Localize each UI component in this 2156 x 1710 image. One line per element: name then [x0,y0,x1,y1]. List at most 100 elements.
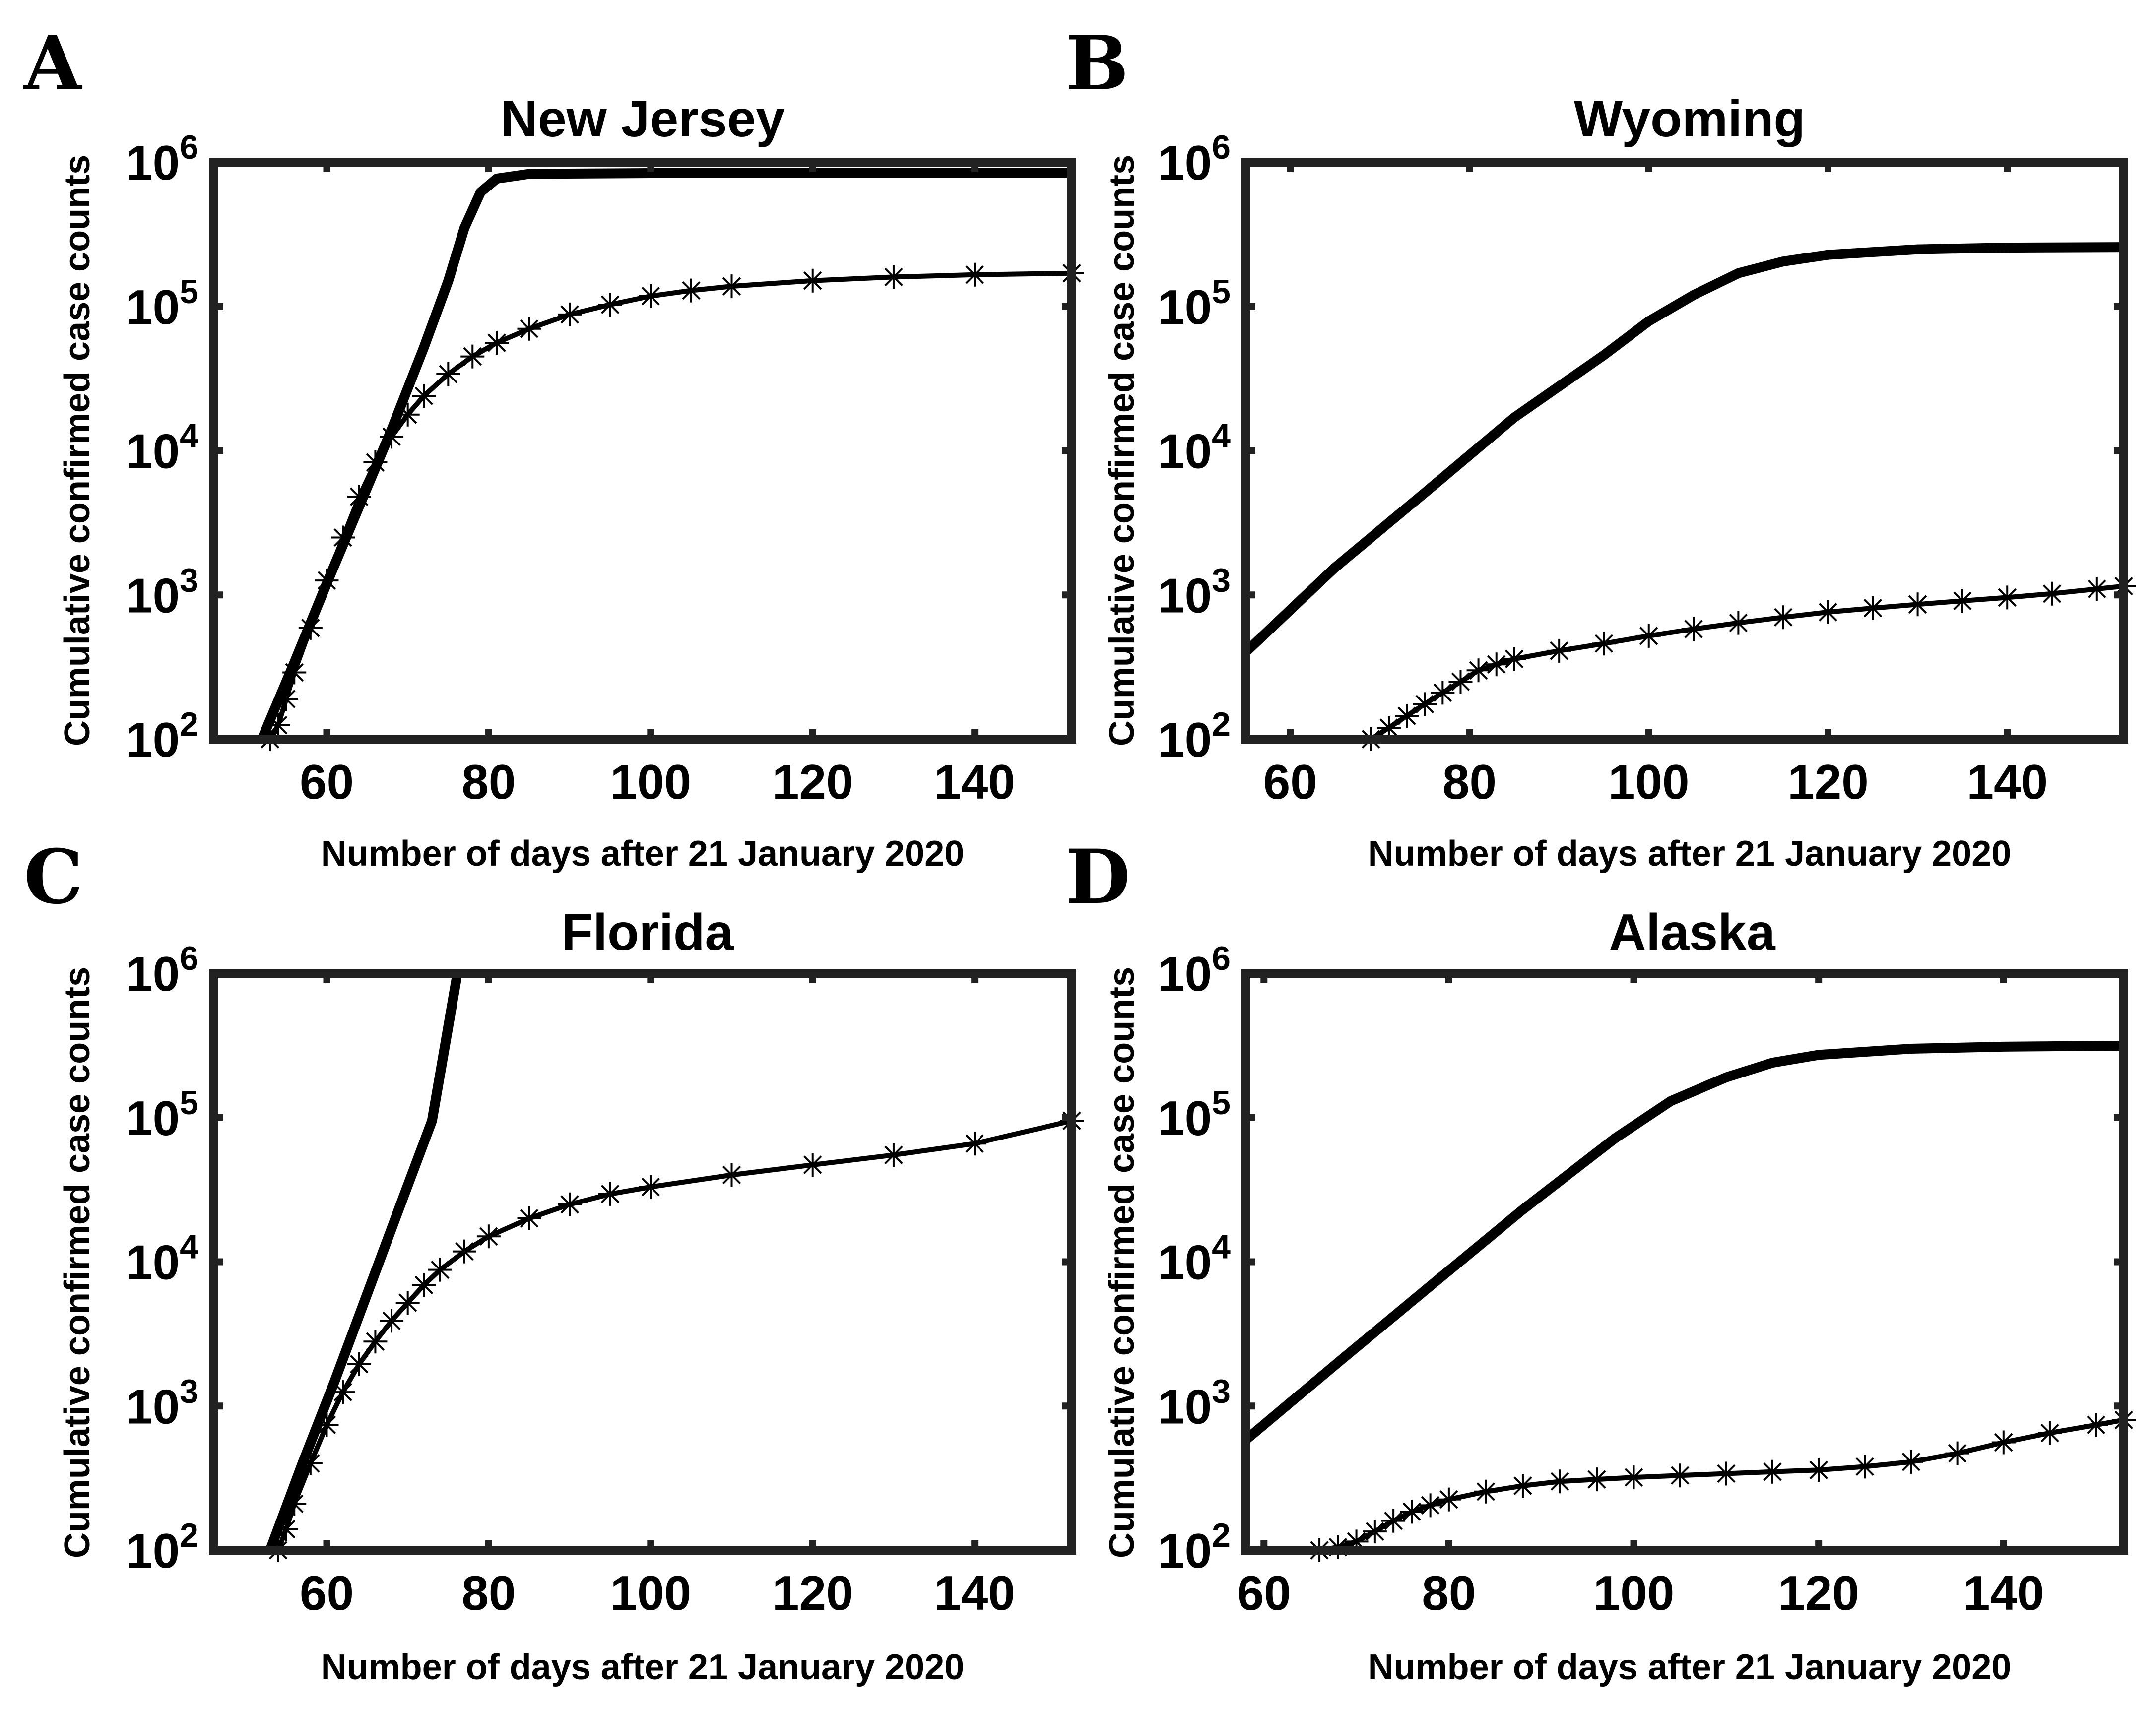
panel-d-observed-point [1381,1509,1406,1533]
panel-c-observed-point [639,1175,663,1199]
panel-c-observed-point [598,1182,622,1206]
panel-c-observed-point [517,1206,541,1230]
panel-a-observed-point [363,450,388,475]
panel-c-ytick-label: 105 [126,1084,198,1145]
panel-a-observed-point [639,284,663,308]
panel-b-observed-point [1682,617,1706,641]
panel-b: B Wyoming Cumulative confirmed case coun… [1066,20,2136,874]
panel-c-xtick-label: 120 [772,1566,853,1620]
panel-c-letter: C [24,833,83,921]
panel-b-xtick-label: 60 [1263,755,1317,809]
panel-d-xlabel: Number of days after 21 January 2020 [1368,1647,2012,1687]
panel-d-observed-point [2037,1421,2062,1445]
panel-c-observed-point [315,1413,339,1437]
panel-c-observed-point [363,1330,388,1354]
panel-b-observed-point [1592,632,1616,656]
panel-a-observed-point [331,525,355,550]
panel-a-xtick-label: 120 [772,755,853,809]
panel-d-observed-point [1899,1450,1923,1474]
panel-d-xtick-label: 140 [1963,1566,2044,1620]
panel-a-letter: A [23,20,83,107]
panel-a-observed-point [266,713,290,737]
panel-b-ytick-label: 105 [1158,273,1231,334]
panel-a-observed-point [315,569,339,593]
panel-c-ytick-label: 106 [126,940,198,1001]
panel-b-xtick-label: 120 [1787,755,1869,809]
panel-b-observed-point [1448,670,1473,694]
panel-b-observed-point [1816,600,1840,624]
panel-d-title: Alaska [1609,904,1776,961]
panel-b-observed-point [1636,624,1661,648]
panel-d-ytick-label: 106 [1158,940,1231,1001]
panel-c-ytick-label: 104 [126,1228,198,1290]
panel-c-observed-point [719,1163,744,1187]
panel-c-observed-point [412,1273,436,1297]
panel-a-observed-point [719,274,744,299]
panel-a-axes-frame [209,158,1076,744]
panel-c-observed-point [347,1352,371,1376]
panel-d-xtick-label: 80 [1422,1566,1476,1620]
panel-d-ytick-label: 105 [1158,1084,1231,1145]
panel-b-observed-point [1502,647,1526,671]
panel-b-ytick-label: 102 [1158,705,1231,767]
panel-a-title: New Jersey [501,90,785,148]
panel-a-ytick-label: 104 [126,417,198,479]
panel-b-ylabel: Cumulative confirmed case counts [1102,155,1142,746]
panel-d-observed-point [1714,1461,1738,1486]
panel-d-ylabel: Cumulative confirmed case counts [1102,967,1142,1558]
panel-c-observed-point [331,1380,355,1404]
panel-a-observed-point [485,330,509,355]
panel-d-observed-point [1548,1469,1572,1494]
panel-a-observed-point [347,485,371,509]
panel-c-observed-point [963,1132,987,1156]
panel-c-observed-point [395,1291,420,1315]
panel-c-observed-point [558,1192,582,1216]
panel-a-observed-point [380,425,404,449]
panel-d-observed-point [1622,1465,1646,1490]
panel-d-observed-point [1991,1430,2016,1455]
panel-c-ytick-label: 102 [126,1517,198,1578]
panel-c-ylabel: Cumulative confirmed case counts [58,967,97,1558]
panel-c-xtick-label: 140 [934,1566,1015,1620]
panel-b-observed-point [1376,715,1401,740]
panel-b-observed-point [2040,581,2064,606]
panel-a-observed-point [395,402,420,427]
panel-a-observed-point [436,362,460,386]
panel-c-xlabel: Number of days after 21 January 2020 [321,1647,965,1687]
panel-d-observed-point [1761,1459,1784,1484]
panel-b-ytick-label: 104 [1158,417,1231,479]
panel-b-observed-point [1861,596,1885,620]
panel-b-observed-point [1995,585,2020,610]
panel-c-xtick-label: 100 [610,1566,692,1620]
panel-c-xtick-label: 80 [461,1566,516,1620]
panel-b-observed-point [1395,704,1419,728]
panel-a-observed-point [881,265,906,289]
panel-a-observed-point [412,383,436,408]
panel-b-observed-point [1905,592,1930,617]
panel-c-axes-frame [209,969,1076,1555]
panel-d-observed-point [1418,1493,1442,1518]
panel-d-axes-frame [1241,969,2128,1555]
panel-a-xtick-label: 60 [300,755,354,809]
panel-b-ytick-label: 106 [1158,128,1231,190]
panel-c-observed-point [380,1309,404,1333]
panel-d-ytick-label: 104 [1158,1228,1231,1290]
panel-d-observed-point [1400,1500,1424,1524]
panel-d-letter: D [1066,833,1130,921]
panel-c-observed-point [800,1153,825,1177]
panel-d-observed-point [1853,1455,1877,1479]
panel-a-observed-point [558,302,582,326]
panel-d-observed-point [1807,1458,1831,1482]
panel-a-ytick-label: 106 [126,128,198,190]
panel-b-ytick-label: 103 [1158,561,1231,623]
panel-a-xtick-label: 140 [934,755,1015,809]
panel-b-observed-point [1466,658,1491,683]
panel-c-observed-point [452,1239,476,1264]
panel-a-ytick-label: 103 [126,561,198,623]
panel-b-model-line [1245,242,2124,657]
panel-c-observed-point [476,1224,501,1249]
panel-b-observed-point [2085,577,2109,601]
panel-c: C Florida Cumulative confirmed case coun… [24,833,1084,1687]
panel-d-observed-point [1510,1473,1535,1498]
